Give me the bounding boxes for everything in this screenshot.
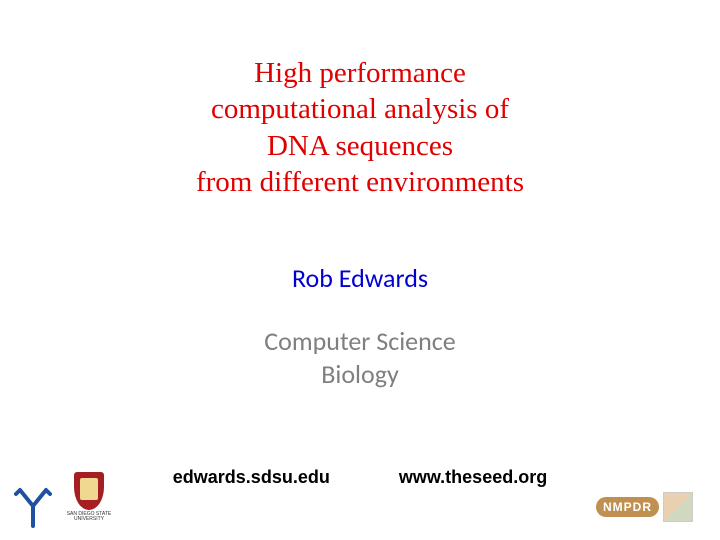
title-line-4: from different environments <box>0 164 720 200</box>
title-line-2: computational analysis of <box>0 91 720 127</box>
antibody-icon <box>14 486 52 528</box>
departments: Computer Science Biology <box>0 325 720 390</box>
slide-title: High performance computational analysis … <box>0 55 720 200</box>
sdsu-caption: SAN DIEGO STATE UNIVERSITY <box>64 512 114 522</box>
department-line-1: Computer Science <box>0 325 720 358</box>
sdsu-shield-icon <box>74 472 104 510</box>
author-name: Rob Edwards <box>0 262 720 294</box>
title-line-1: High performance <box>0 55 720 91</box>
sdsu-logo: SAN DIEGO STATE UNIVERSITY <box>64 472 114 528</box>
department-line-2: Biology <box>0 358 720 391</box>
nmpdr-square-icon <box>663 492 693 522</box>
nmpdr-logo: NMPDR <box>596 486 706 528</box>
nmpdr-label: NMPDR <box>596 497 659 517</box>
footer-logos: SAN DIEGO STATE UNIVERSITY NMPDR <box>0 468 720 528</box>
title-line-3: DNA sequences <box>0 128 720 164</box>
